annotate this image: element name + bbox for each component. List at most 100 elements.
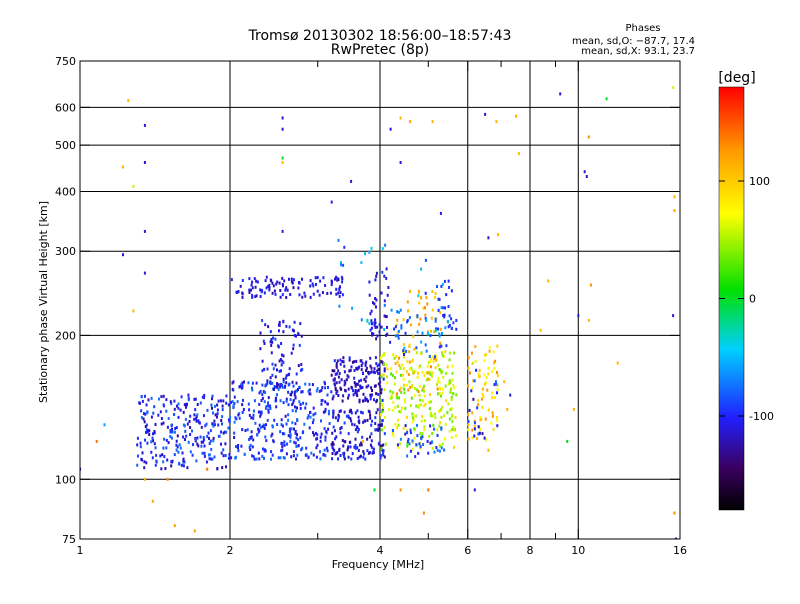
data-point: [103, 423, 106, 427]
data-point: [389, 389, 392, 393]
data-point: [409, 404, 412, 407]
data-point: [280, 449, 283, 453]
data-point: [223, 430, 226, 434]
data-point: [263, 456, 265, 460]
data-point: [406, 442, 409, 446]
data-point: [409, 431, 412, 435]
data-point: [281, 432, 284, 436]
data-point: [280, 353, 283, 357]
data-point: [397, 329, 400, 333]
data-point: [247, 381, 250, 385]
data-point: [189, 433, 192, 436]
data-point: [228, 420, 231, 424]
data-point: [414, 387, 417, 390]
data-point: [280, 363, 283, 367]
data-point: [141, 451, 144, 455]
data-point: [401, 363, 404, 367]
data-point: [202, 438, 205, 442]
data-point: [270, 279, 273, 283]
data-point: [383, 314, 386, 318]
data-point: [303, 291, 306, 295]
data-point: [186, 403, 188, 407]
data-point: [248, 446, 251, 449]
data-point: [400, 326, 403, 330]
data-point: [295, 436, 298, 440]
data-point: [289, 435, 292, 439]
data-point: [319, 457, 322, 461]
data-point: [221, 404, 224, 408]
data-point: [345, 414, 348, 418]
data-point: [301, 295, 304, 299]
data-point: [309, 392, 312, 396]
data-point: [160, 422, 163, 426]
data-point: [467, 423, 470, 427]
data-point: [426, 364, 429, 368]
data-point: [313, 433, 315, 437]
data-point: [406, 383, 409, 387]
data-point: [321, 399, 324, 402]
data-point: [409, 385, 412, 389]
data-point: [441, 442, 444, 446]
data-point: [295, 389, 297, 393]
data-point: [486, 388, 489, 392]
data-point: [434, 366, 437, 370]
data-point: [324, 407, 327, 411]
data-point: [237, 413, 240, 417]
data-point: [251, 454, 254, 458]
data-point: [427, 400, 430, 404]
data-point: [452, 321, 455, 325]
data-point: [451, 371, 454, 375]
data-point: [440, 394, 442, 398]
data-point: [354, 411, 357, 415]
data-point: [382, 353, 385, 357]
data-point: [336, 359, 339, 363]
data-point: [423, 374, 426, 377]
data-point: [211, 457, 214, 461]
data-point: [497, 233, 499, 237]
data-point: [355, 359, 358, 363]
data-point: [368, 322, 371, 325]
data-point: [491, 396, 494, 400]
data-point: [398, 364, 401, 368]
data-point: [257, 427, 260, 431]
data-point: [399, 308, 402, 312]
data-point: [152, 439, 155, 443]
data-point: [405, 349, 408, 353]
data-point: [339, 261, 342, 264]
data-point: [203, 396, 205, 400]
data-point: [421, 370, 424, 374]
data-point: [260, 411, 263, 415]
data-point: [403, 346, 406, 350]
data-point: [492, 427, 495, 431]
data-point: [339, 409, 342, 413]
data-point: [271, 340, 274, 344]
data-point: [246, 428, 249, 432]
data-point: [375, 298, 378, 302]
data-point: [368, 451, 371, 455]
data-point: [451, 378, 454, 382]
data-point: [443, 313, 446, 317]
data-point: [249, 443, 252, 447]
data-point: [259, 331, 262, 335]
data-point: [343, 245, 346, 249]
data-point: [397, 423, 400, 427]
data-point: [372, 451, 375, 455]
data-point: [95, 439, 98, 443]
data-point: [488, 349, 491, 353]
data-point: [453, 445, 455, 449]
data-point: [332, 442, 335, 446]
data-point: [273, 387, 275, 391]
data-point: [392, 374, 394, 377]
data-point: [444, 423, 447, 426]
data-point: [416, 330, 419, 334]
data-point: [335, 391, 338, 395]
data-point: [160, 417, 163, 420]
data-point: [418, 322, 421, 326]
data-point: [315, 455, 318, 459]
data-point: [145, 461, 148, 465]
data-point: [254, 421, 257, 425]
data-point: [243, 452, 246, 456]
data-point: [327, 427, 330, 431]
data-point: [258, 391, 261, 395]
data-point: [339, 454, 342, 457]
